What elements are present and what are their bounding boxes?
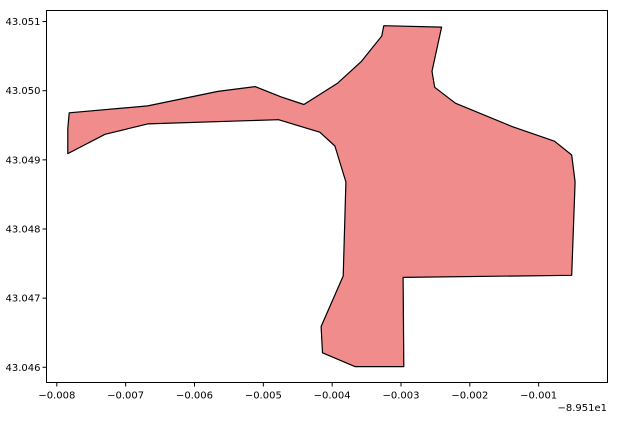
x-tick-label: −0.003: [382, 391, 419, 402]
x-tick-label: −0.007: [107, 391, 144, 402]
x-tick-label: −0.004: [314, 391, 351, 402]
x-offset-label: −8.951e1: [557, 403, 607, 414]
y-tick-label: 43.051: [6, 17, 41, 28]
x-axis: −0.008 −0.007 −0.006 −0.005 −0.004 −0.003 −0.0…: [38, 382, 557, 402]
x-tick-label: −0.001: [520, 391, 557, 402]
y-tick-label: 43.049: [6, 155, 41, 166]
x-tick-label: −0.006: [176, 391, 213, 402]
y-tick-label: 43.048: [6, 224, 41, 235]
x-tick-label: −0.008: [38, 391, 75, 402]
y-tick-label: 43.047: [6, 294, 41, 305]
y-tick-label: 43.050: [6, 86, 41, 97]
x-tick-label: −0.005: [245, 391, 282, 402]
plot-frame: [46, 10, 608, 383]
polygon-layer: [67, 25, 576, 368]
polygon-shape: [67, 25, 576, 368]
y-tick-label: 43.046: [6, 363, 41, 374]
y-axis: 43.046 43.047 43.048 43.049 43.050 43.051: [6, 17, 47, 374]
x-tick-label: −0.002: [451, 391, 488, 402]
